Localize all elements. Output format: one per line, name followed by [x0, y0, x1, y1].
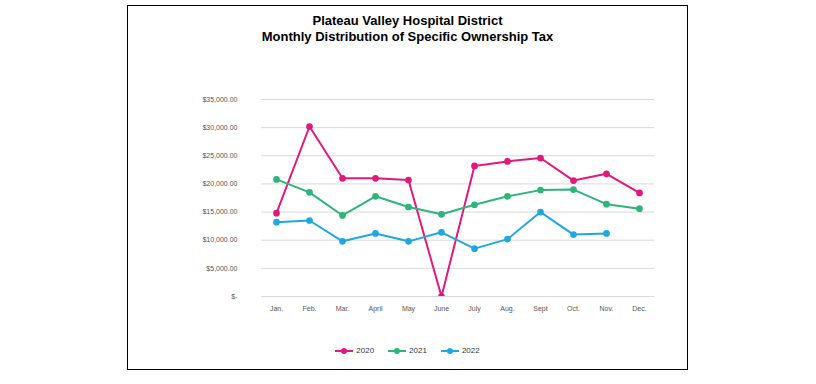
svg-text:$20,000.00: $20,000.00 [202, 180, 237, 187]
html-text:Monthly Distribution of Specif: Monthly Distribution of Specific Ownersh… [261, 29, 554, 44]
svg-text:Feb.: Feb. [302, 305, 316, 312]
svg-text:Oct.: Oct. [567, 305, 580, 312]
svg-text:$30,000.00: $30,000.00 [202, 124, 237, 131]
svg-text:April: April [368, 305, 382, 313]
svg-text:$15,000.00: $15,000.00 [202, 208, 237, 215]
html-text:2021: 2021 [409, 346, 427, 355]
html-text:Plateau Valley Hospital Distri: Plateau Valley Hospital District [312, 13, 503, 28]
svg-text:Dec.: Dec. [632, 305, 646, 312]
html-text:2020: 2020 [356, 346, 375, 355]
svg-text:June: June [434, 305, 449, 312]
svg-text:Aug.: Aug. [500, 305, 514, 313]
svg-text:Sept: Sept [533, 305, 547, 313]
svg-text:$35,000.00: $35,000.00 [202, 96, 237, 103]
svg-text:$10,000.00: $10,000.00 [202, 236, 237, 243]
svg-text:Jan.: Jan. [270, 305, 283, 312]
svg-text:$-: $- [231, 293, 238, 300]
svg-text:July: July [468, 305, 481, 313]
svg-text:$25,000.00: $25,000.00 [202, 152, 237, 159]
html-text:2022: 2022 [461, 346, 480, 355]
svg-text:Nov.: Nov. [600, 305, 614, 312]
svg-text:May: May [402, 305, 416, 313]
svg-text:$5,000.00: $5,000.00 [206, 265, 237, 272]
svg-text:Mar.: Mar. [336, 305, 350, 312]
